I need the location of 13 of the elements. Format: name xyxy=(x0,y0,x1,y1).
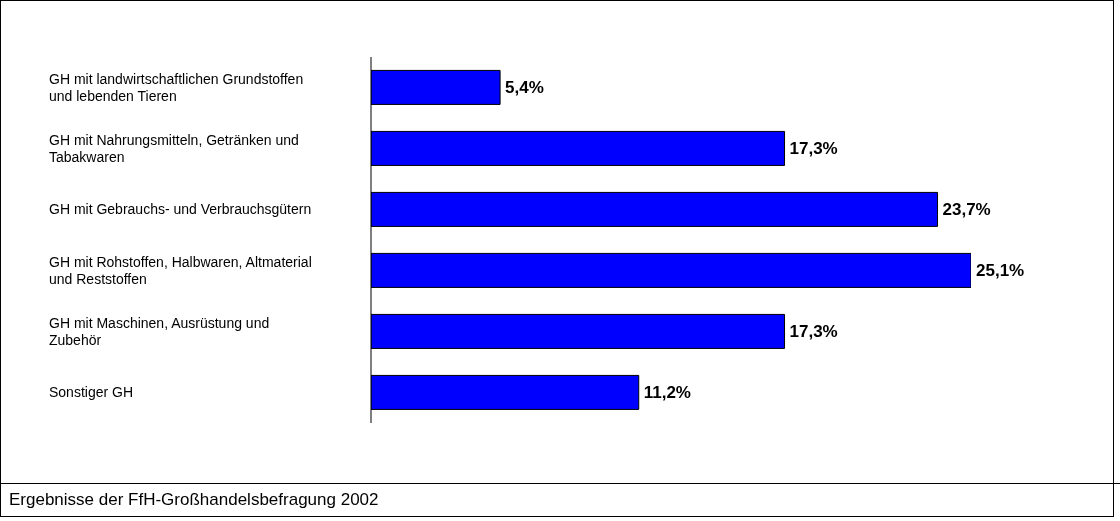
y-tick-label: Sonstiger GH xyxy=(49,384,134,401)
y-tick-label: GH mit Nahrungsmitteln, Getränken und Tabakwaren xyxy=(49,131,300,166)
y-tick-label: GH mit Rohstoffen, Halbwaren, Altmaterial und Reststoffen xyxy=(49,253,313,288)
y-tick-label: GH mit landwirtschaftlichen Grundstoffen und lebenden Tieren xyxy=(49,70,305,105)
data-label: 25,1% xyxy=(976,261,1025,281)
data-label: 17,3% xyxy=(789,139,838,159)
data-label: 17,3% xyxy=(789,322,838,342)
data-label: 23,7% xyxy=(942,200,991,220)
text: Ergebnisse der FfH-Großhandelsbefragung 2002 xyxy=(9,490,380,510)
y-tick-label: GH mit Maschinen, Ausrüstung und Zubehör xyxy=(49,314,271,349)
data-label: 5,4% xyxy=(505,78,544,98)
y-tick-label: GH mit Gebrauchs- und Verbrauchsgütern xyxy=(49,201,312,218)
data-label: 11,2% xyxy=(643,383,691,403)
